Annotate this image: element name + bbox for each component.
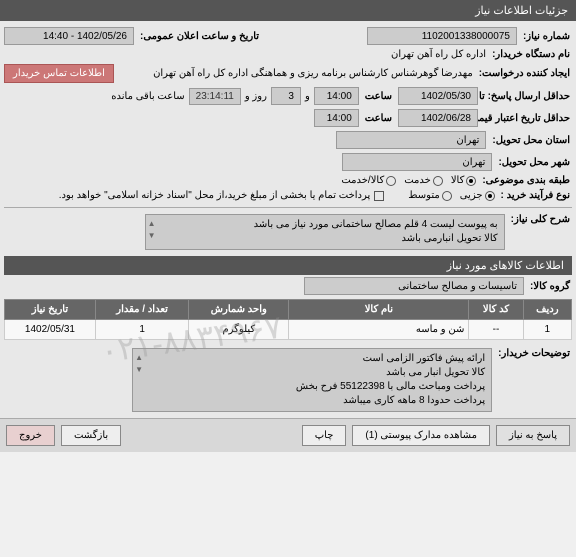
delivery-town: تهران — [342, 153, 492, 171]
col-name: نام کالا — [289, 300, 469, 320]
exit-button[interactable]: خروج — [6, 425, 55, 446]
cat-goods-radio[interactable]: کالا — [451, 175, 477, 186]
scroll-up-icon[interactable]: ▲ — [148, 218, 156, 229]
scroll-down-icon[interactable]: ▼ — [135, 364, 143, 375]
delivery-city-label: استان محل تحویل: — [490, 135, 572, 146]
validity-time-label: ساعت — [363, 113, 394, 124]
cell-idx: 1 — [523, 320, 571, 340]
process-radio-group: جزیی متوسط — [408, 190, 494, 201]
scroll-up-icon[interactable]: ▲ — [135, 352, 143, 363]
deadline-date: 1402/05/30 — [398, 87, 478, 105]
col-code: کد کالا — [469, 300, 523, 320]
form-body: شماره نیاز: 1102001338000075 تاریخ و ساع… — [0, 21, 576, 418]
radio-icon — [442, 191, 452, 201]
buyer-value: اداره کل راه آهن تهران — [391, 49, 486, 60]
deadline-time: 14:00 — [314, 87, 359, 105]
table-row[interactable]: 1 -- شن و ماسه کیلوگرم 1 1402/05/31 — [5, 320, 572, 340]
radio-icon — [433, 176, 443, 186]
buyer-notes-textarea[interactable]: ▲ ▼ ارائه پیش فاکتور الزامی است کالا تحو… — [132, 348, 492, 412]
proc-partial-radio[interactable]: جزیی — [460, 190, 495, 201]
radio-icon — [466, 176, 476, 186]
category-label: طبقه بندی موضوعی: — [480, 175, 572, 186]
proc-medium-radio[interactable]: متوسط — [408, 190, 451, 201]
contact-buyer-button[interactable]: اطلاعات تماس خریدار — [4, 64, 114, 83]
cat-goods-label: کالا — [451, 175, 465, 186]
proc-partial-label: جزیی — [460, 190, 483, 201]
scroll-down-icon[interactable]: ▼ — [148, 230, 156, 241]
pub-date-label: تاریخ و ساعت اعلان عمومی: — [138, 31, 261, 42]
validity-time: 14:00 — [314, 109, 359, 127]
cell-name: شن و ماسه — [289, 320, 469, 340]
desc-line1: به پیوست لیست 4 قلم مصالح ساختمانی مورد … — [152, 218, 498, 232]
radio-icon — [485, 191, 495, 201]
proc-medium-label: متوسط — [408, 190, 439, 201]
process-label: نوع فرآیند خرید : — [499, 190, 572, 201]
notes-l1: ارائه پیش فاکتور الزامی است — [139, 352, 485, 366]
attachments-button[interactable]: مشاهده مدارک پیوستی (1) — [352, 425, 490, 446]
col-date: تاریخ نیاز — [5, 300, 96, 320]
panel-title: جزئیات اطلاعات نیاز — [475, 5, 568, 17]
deadline-remaining: ساعت باقی مانده — [111, 91, 184, 102]
desc-textarea[interactable]: ▲ ▼ به پیوست لیست 4 قلم مصالح ساختمانی م… — [145, 214, 505, 250]
table-header-row: ردیف کد کالا نام کالا واحد شمارش تعداد /… — [5, 300, 572, 320]
group-label: گروه کالا: — [528, 281, 572, 292]
req-no-field: 1102001338000075 — [367, 27, 517, 45]
notes-l3: پرداخت ومباحث مالی با 55122398 فرح بخش — [139, 380, 485, 394]
items-section-header: اطلاعات کالاهای مورد نیاز — [4, 256, 572, 275]
buyer-label: نام دستگاه خریدار: — [490, 49, 572, 60]
notes-l2: کالا تحویل انبار می باشد — [139, 366, 485, 380]
cat-service-radio[interactable]: خدمت — [404, 175, 443, 186]
cat-goods-service-label: کالا/خدمت — [341, 175, 384, 186]
panel-header: جزئیات اطلاعات نیاز — [0, 0, 576, 21]
cell-qty: 1 — [95, 320, 188, 340]
cell-code: -- — [469, 320, 523, 340]
col-row: ردیف — [523, 300, 571, 320]
desc-label: شرح کلی نیاز: — [509, 214, 572, 225]
deadline-days: 3 — [271, 87, 301, 105]
footer-bar: پاسخ به نیاز مشاهده مدارک پیوستی (1) چاپ… — [0, 418, 576, 452]
category-radio-group: کالا خدمت کالا/خدمت — [341, 175, 476, 186]
creator-value: مهدرضا گوهرشناس کارشناس برنامه ریزی و هم… — [118, 68, 473, 79]
col-qty: تعداد / مقدار — [95, 300, 188, 320]
buyer-notes-label: توضیحات خریدار: — [496, 348, 572, 359]
delivery-city: تهران — [336, 131, 486, 149]
print-button[interactable]: چاپ — [302, 425, 347, 446]
back-button[interactable]: بازگشت — [61, 425, 121, 446]
desc-line2: کالا تحویل انبارمی باشد — [152, 232, 498, 246]
respond-button[interactable]: پاسخ به نیاز — [496, 425, 570, 446]
deadline-days-label: روز و — [245, 91, 267, 102]
cell-unit: کیلوگرم — [189, 320, 289, 340]
notes-l4: پرداخت حدودا 8 ماهه کاری میباشد — [139, 394, 485, 408]
req-no-label: شماره نیاز: — [521, 31, 572, 42]
items-table: ردیف کد کالا نام کالا واحد شمارش تعداد /… — [4, 299, 572, 340]
deadline-label: حداقل ارسال پاسخ: تا تاریخ: — [482, 91, 572, 102]
deadline-time-label: ساعت — [363, 91, 394, 102]
payment-checkbox[interactable] — [374, 191, 384, 201]
cat-goods-service-radio[interactable]: کالا/خدمت — [341, 175, 396, 186]
validity-label: حداقل تاریخ اعتبار قیمت: تا تاریخ: — [482, 113, 572, 124]
payment-note: پرداخت تمام یا بخشی از مبلغ خرید،از محل … — [59, 190, 371, 201]
pub-date-field: 1402/05/26 - 14:40 — [4, 27, 134, 45]
delivery-town-label: شهر محل تحویل: — [496, 157, 572, 168]
radio-icon — [386, 176, 396, 186]
cell-date: 1402/05/31 — [5, 320, 96, 340]
col-unit: واحد شمارش — [189, 300, 289, 320]
deadline-and: و — [305, 91, 310, 102]
validity-date: 1402/06/28 — [398, 109, 478, 127]
group-value: تاسیسات و مصالح ساختمانی — [304, 277, 524, 295]
deadline-countdown: 23:14:11 — [189, 88, 241, 105]
creator-label: ایجاد کننده درخواست: — [477, 68, 572, 79]
cat-service-label: خدمت — [404, 175, 431, 186]
